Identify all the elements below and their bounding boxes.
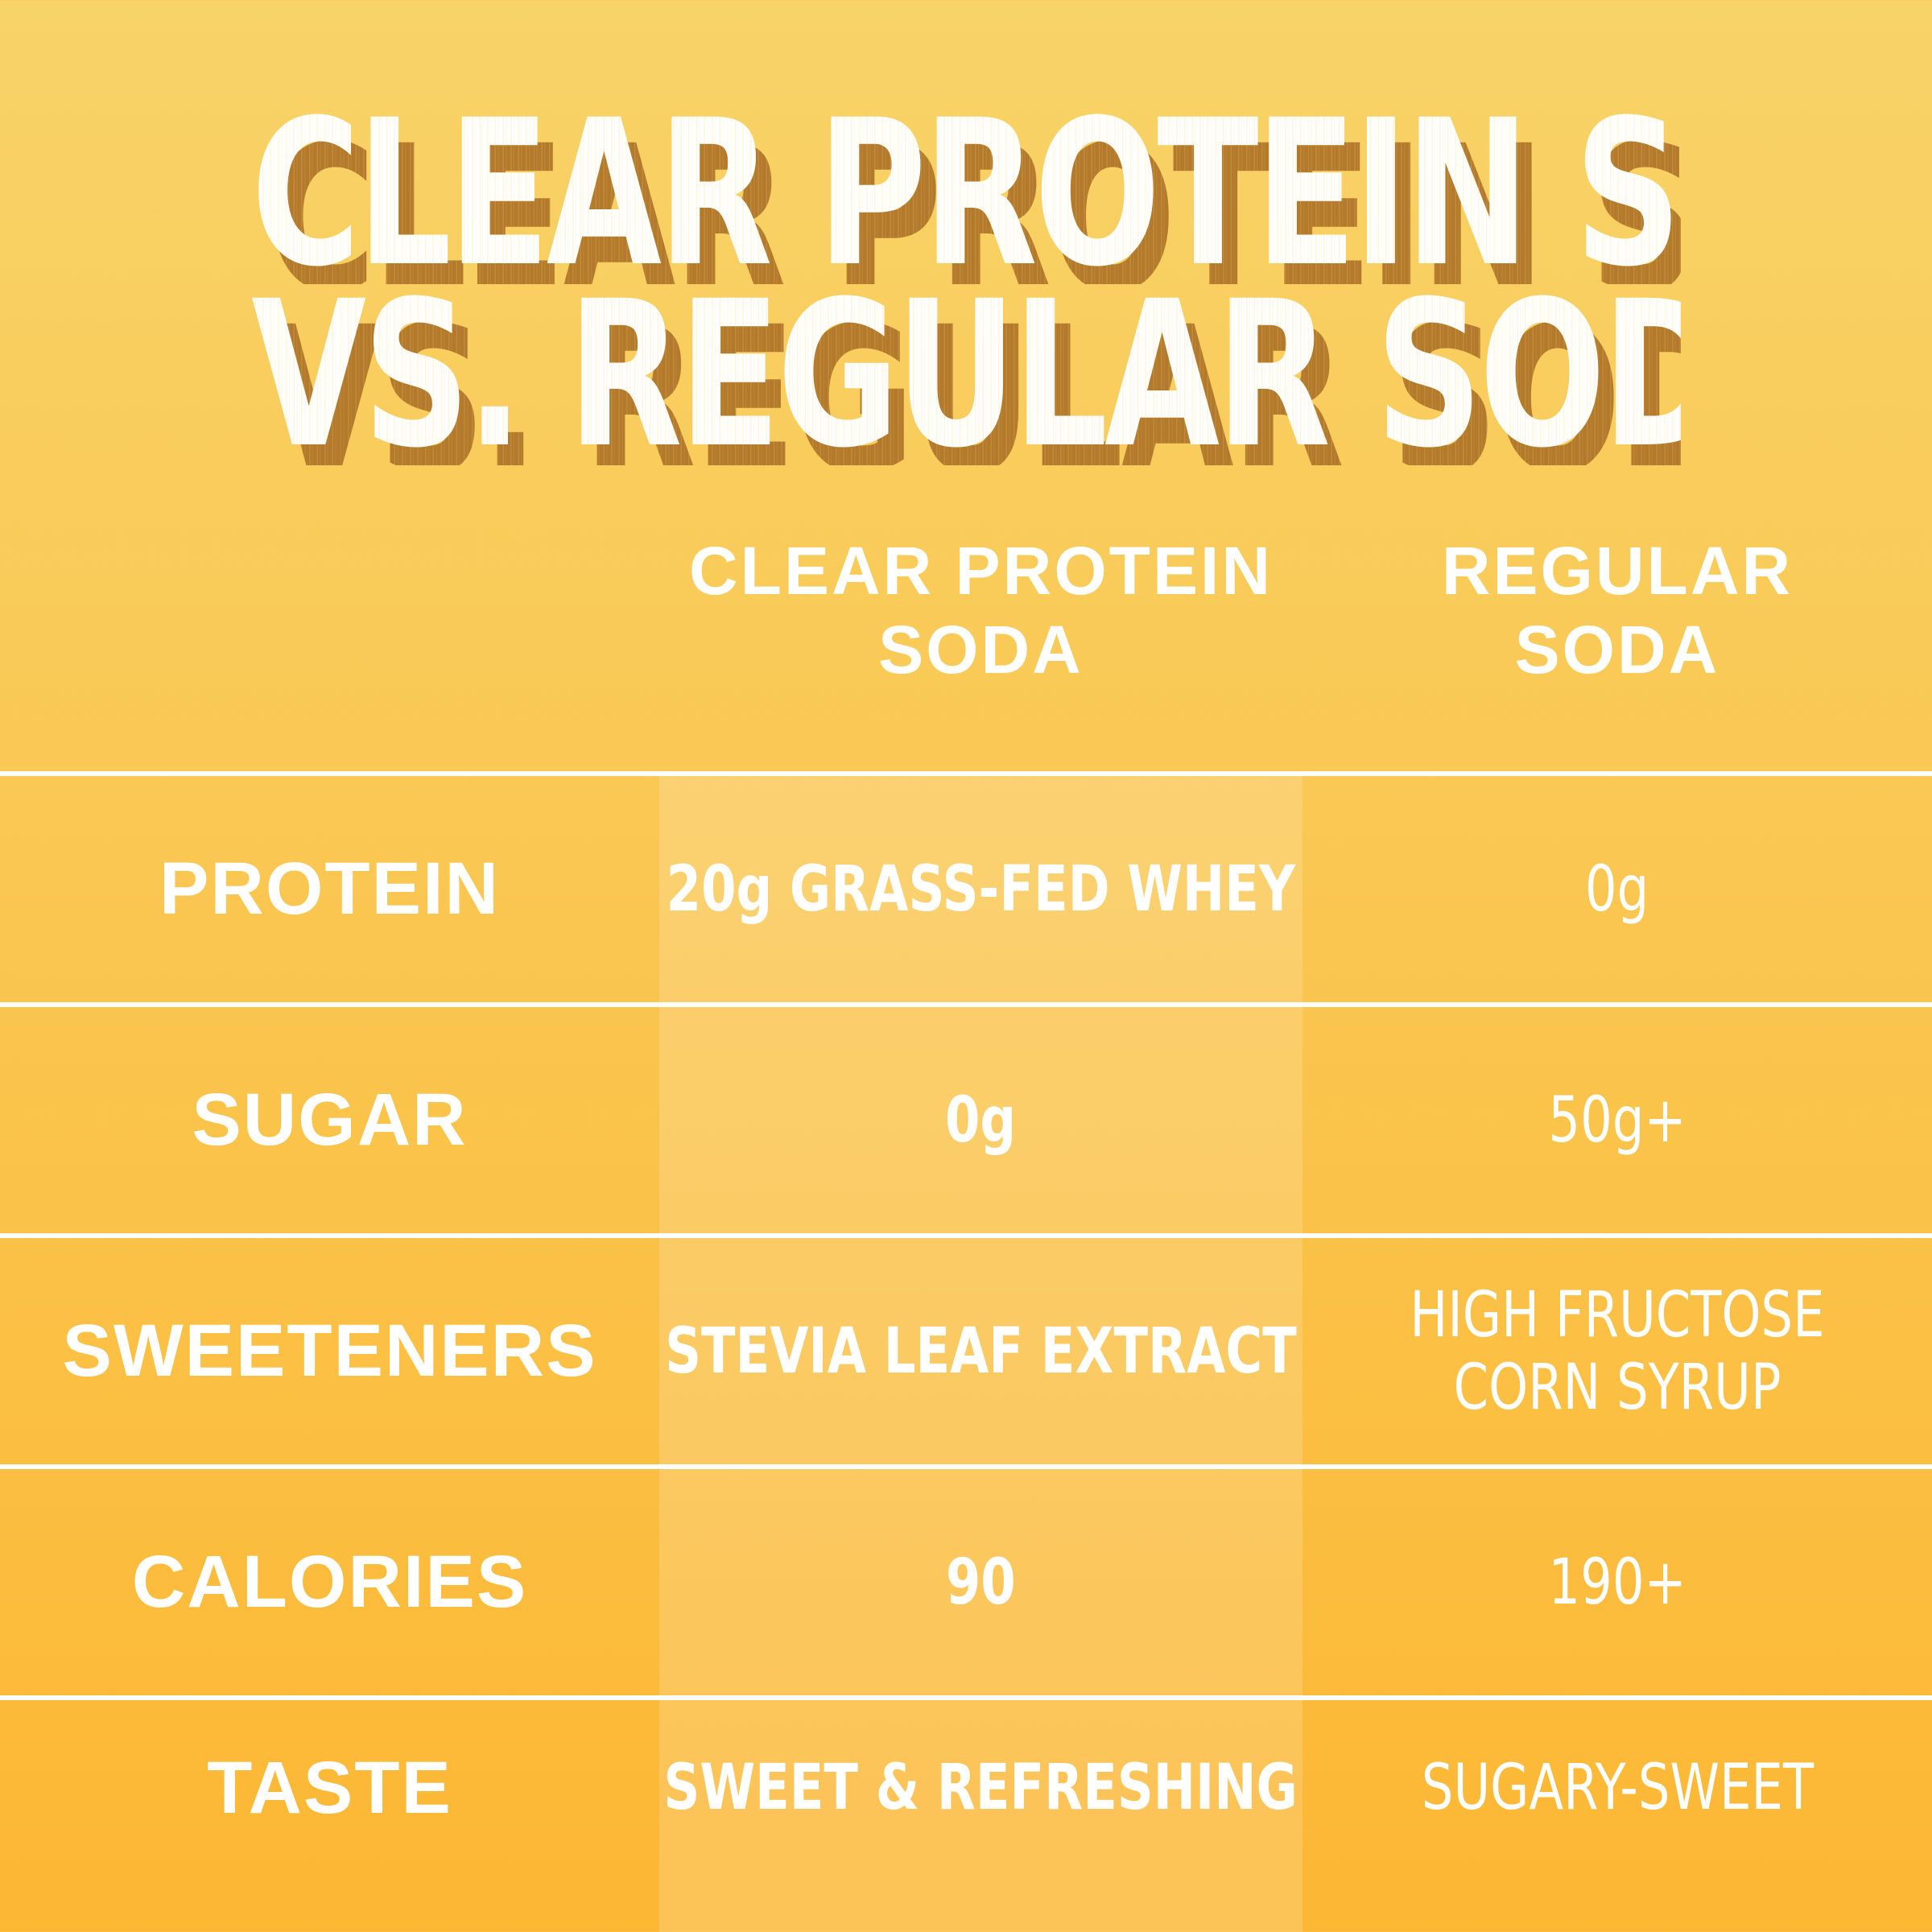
comparison-table: PROTEIN 20g GRASS-FED WHEY 0g SUGAR 0g 5… [0, 771, 1932, 1932]
regular-soda-cell: 0g [1302, 776, 1932, 1002]
row-label: SWEETENERS [62, 1310, 597, 1392]
page-title-line-2: VS. REGULAR SODA [251, 258, 1838, 492]
column-header-text: REGULAR [1441, 533, 1794, 609]
clear-protein-soda-cell: SWEET & REFRESHING [659, 1700, 1302, 1932]
page-title: CLEAR PROTEIN SODA VS. REGULAR SODA [0, 76, 1932, 492]
column-header-spacer [0, 531, 659, 689]
row-label: TASTE [207, 1746, 452, 1829]
clear-protein-soda-cell: STEVIA LEAF EXTRACT [659, 1238, 1302, 1464]
row-divider [0, 771, 1932, 776]
column-headers: CLEAR PROTEIN SODA REGULAR SODA [0, 531, 1932, 689]
clear-protein-soda-value: STEVIA LEAF EXTRACT [665, 1315, 1297, 1388]
clear-protein-soda-cell: 20g GRASS-FED WHEY [659, 776, 1302, 1002]
column-header-clear-protein-soda: CLEAR PROTEIN SODA [659, 531, 1302, 689]
clear-protein-soda-value: 90 [946, 1546, 1016, 1619]
regular-soda-cell: HIGH FRUCTOSE CORN SYRUP [1302, 1238, 1932, 1464]
row-divider [0, 1464, 1932, 1469]
table-row-protein: PROTEIN 20g GRASS-FED WHEY 0g [0, 776, 1932, 1002]
regular-soda-value: HIGH FRUCTOSE CORN SYRUP [1410, 1278, 1825, 1424]
clear-protein-soda-cell: 0g [659, 1007, 1302, 1233]
table-row-sugar: SUGAR 0g 50g+ [0, 1007, 1932, 1233]
table-row-taste: TASTE SWEET & REFRESHING SUGARY-SWEET [0, 1700, 1932, 1932]
row-divider [0, 1695, 1932, 1700]
regular-soda-value: 50g+ [1548, 1084, 1686, 1157]
clear-protein-soda-value: 20g GRASS-FED WHEY [666, 852, 1296, 926]
row-label: SUGAR [192, 1079, 468, 1161]
column-header-regular-soda: REGULAR SODA [1302, 531, 1932, 689]
clear-protein-soda-cell: 90 [659, 1469, 1302, 1695]
table-row-sweeteners: SWEETENERS STEVIA LEAF EXTRACT HIGH FRUC… [0, 1238, 1932, 1464]
regular-soda-value: 190+ [1548, 1546, 1686, 1619]
column-header-text: CLEAR PROTEIN [688, 533, 1274, 609]
regular-soda-cell: 50g+ [1302, 1007, 1932, 1233]
row-divider [0, 1002, 1932, 1007]
highlighted-column [659, 776, 1302, 1932]
row-label: PROTEIN [159, 848, 500, 930]
row-divider [0, 1233, 1932, 1238]
row-label: CALORIES [131, 1541, 528, 1623]
clear-protein-soda-value: 0g [945, 1084, 1017, 1157]
regular-soda-cell: SUGARY-SWEET [1302, 1700, 1932, 1932]
column-header-text: SODA [1514, 612, 1720, 687]
regular-soda-value: SUGARY-SWEET [1421, 1752, 1814, 1824]
column-header-text: SODA [878, 612, 1084, 687]
regular-soda-cell: 190+ [1302, 1469, 1932, 1695]
regular-soda-value: 0g [1585, 852, 1649, 926]
table-row-calories: CALORIES 90 190+ [0, 1469, 1932, 1695]
page-title-line-1: CLEAR PROTEIN SODA [251, 76, 1932, 311]
clear-protein-soda-value: SWEET & REFRESHING [663, 1752, 1298, 1824]
